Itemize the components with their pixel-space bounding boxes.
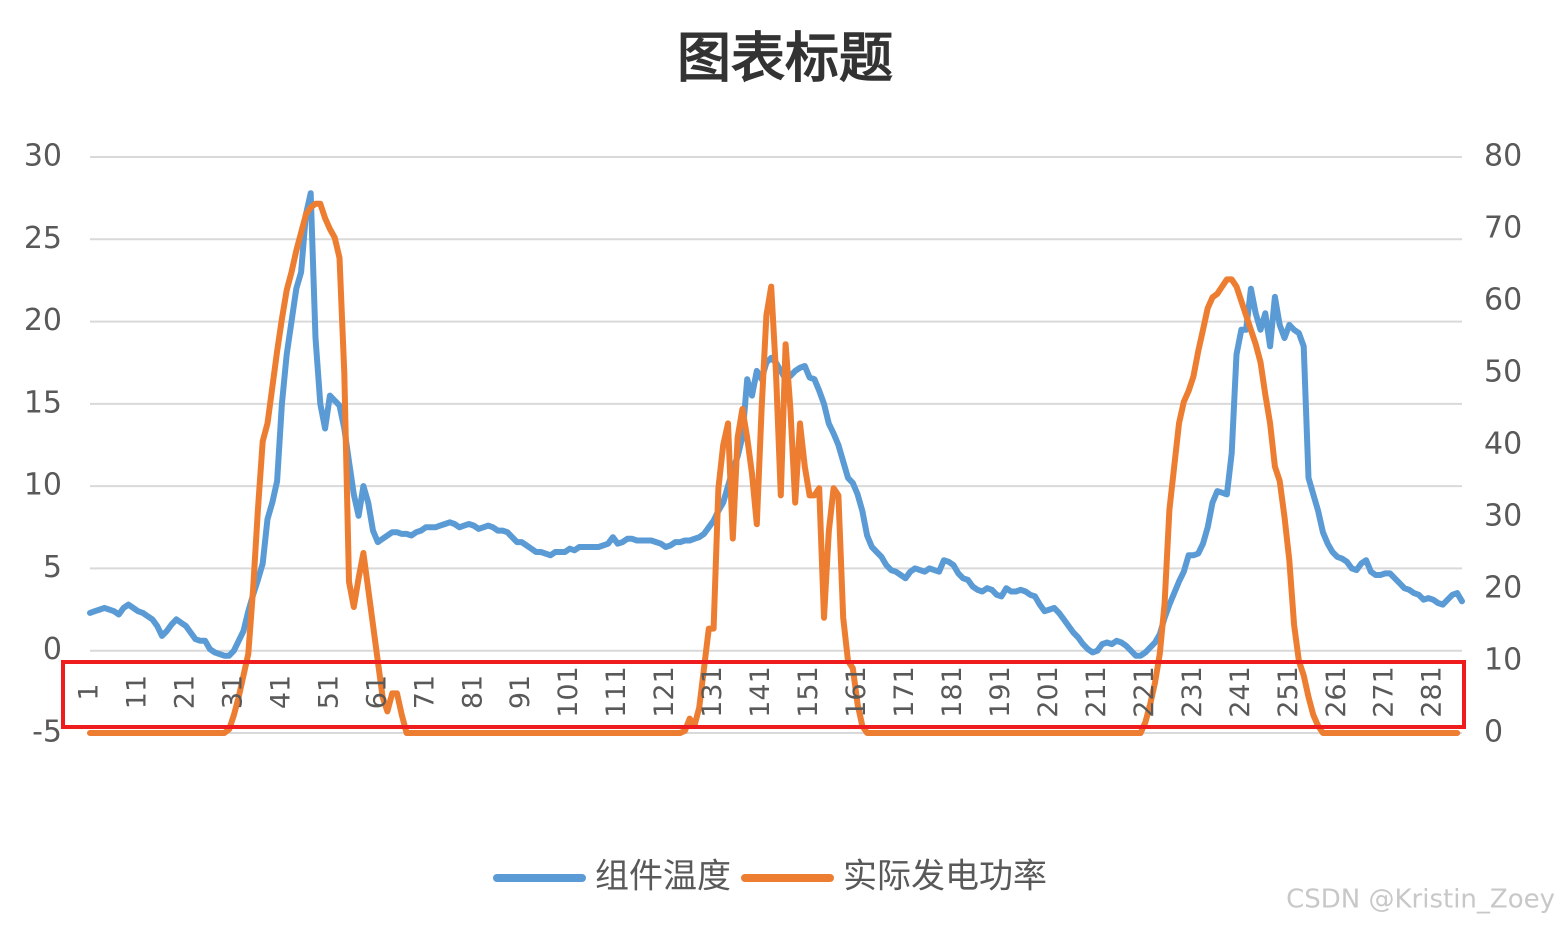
x-tick-label: 251 [1273, 666, 1304, 718]
x-tick-label: 51 [313, 675, 344, 709]
x-tick-label: 1 [74, 683, 105, 700]
x-tick-label: 131 [697, 666, 728, 718]
x-tick-label: 221 [1129, 666, 1160, 718]
x-tick-label: 11 [121, 675, 152, 709]
x-tick-label: 201 [1033, 666, 1064, 718]
x-tick-label: 141 [745, 666, 776, 718]
y-tick-label: 30 [24, 139, 62, 174]
y2-tick-label: 30 [1484, 499, 1522, 534]
x-tick-label: 261 [1321, 666, 1352, 718]
plot [87, 190, 1465, 736]
x-tick-label: 31 [217, 675, 248, 709]
y2-tick-label: 20 [1484, 571, 1522, 606]
y-tick-label: 15 [24, 385, 62, 420]
y-tick-label: 0 [43, 632, 62, 667]
x-tick-label: 161 [841, 666, 872, 718]
y2-tick-label: 0 [1484, 715, 1503, 750]
x-tick-label: 231 [1177, 666, 1208, 718]
legend-label: 实际发电功率 [843, 857, 1047, 897]
y-tick-label: -5 [32, 715, 62, 750]
y2-tick-label: 70 [1484, 211, 1522, 246]
y2-tick-label: 40 [1484, 427, 1522, 462]
x-tick-label: 151 [793, 666, 824, 718]
y2-tick-label: 10 [1484, 643, 1522, 678]
x-tick-label: 271 [1369, 666, 1400, 718]
highlight-box [61, 660, 1466, 729]
x-tick-label: 41 [265, 675, 296, 709]
x-tick-label: 61 [361, 675, 392, 709]
x-tick-label: 241 [1225, 666, 1256, 718]
x-tick-label: 81 [457, 675, 488, 709]
y-tick-label: 20 [24, 303, 62, 338]
x-tick-label: 121 [649, 666, 680, 718]
x-tick-label: 171 [889, 666, 920, 718]
chart-title: 图表标题 [677, 27, 893, 90]
x-tick-label: 101 [553, 666, 584, 718]
x-tick-label: 191 [985, 666, 1016, 718]
y2-tick-label: 50 [1484, 355, 1522, 390]
y-tick-label: 5 [43, 550, 62, 585]
x-tick-label: 91 [505, 675, 536, 709]
x-tick-label: 21 [169, 675, 200, 709]
legend-label: 组件温度 [595, 857, 731, 897]
series-line [87, 200, 1461, 736]
x-tick-label: 181 [937, 666, 968, 718]
y2-tick-label: 60 [1484, 283, 1522, 318]
y-tick-label: 10 [24, 468, 62, 503]
x-tick-label: 211 [1081, 666, 1112, 718]
y2-tick-label: 80 [1484, 139, 1522, 174]
x-tick-label: 71 [409, 675, 440, 709]
watermark: CSDN @Kristin_Zoey [1286, 885, 1555, 915]
y-tick-label: 25 [24, 221, 62, 256]
x-tick-label: 111 [601, 666, 632, 718]
x-tick-label: 281 [1417, 666, 1448, 718]
